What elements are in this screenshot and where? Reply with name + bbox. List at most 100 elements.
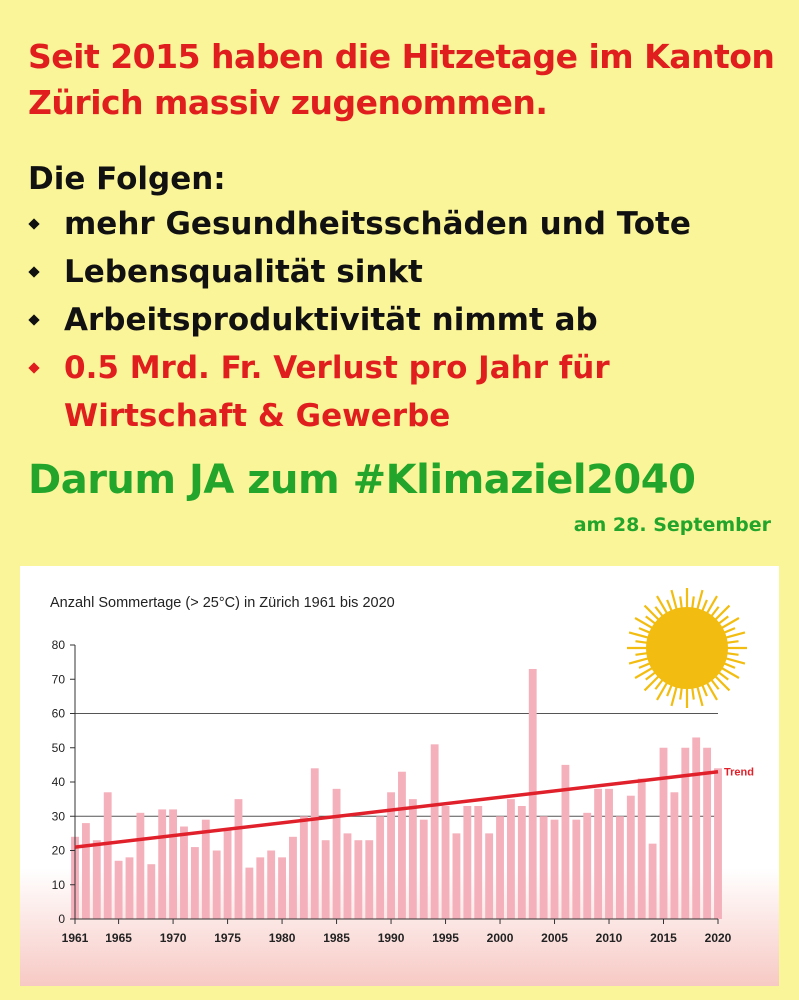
- bar: [278, 857, 286, 919]
- sun-icon: [627, 588, 747, 708]
- bar: [474, 805, 483, 919]
- bar: [332, 788, 341, 919]
- bar: [103, 792, 112, 919]
- chart-panel: Anzahl Sommertage (> 25°C) in Zürich 196…: [20, 566, 779, 986]
- y-tick-label: 10: [52, 878, 66, 892]
- vote-date: am 28. September: [573, 514, 771, 536]
- bar: [626, 795, 635, 919]
- x-tick-label: 1980: [269, 931, 296, 945]
- bar: [365, 840, 374, 919]
- bar: [92, 840, 101, 919]
- bar: [245, 867, 254, 919]
- x-tick-label: 1995: [432, 931, 459, 945]
- sun-ray: [721, 617, 740, 629]
- bar: [550, 819, 559, 919]
- sun-ray: [726, 640, 739, 644]
- bar: [430, 744, 439, 919]
- bar: [408, 799, 417, 919]
- bar: [583, 812, 592, 919]
- y-tick-label: 70: [52, 672, 66, 686]
- sun-ray: [710, 606, 720, 617]
- sun-ray: [666, 599, 673, 612]
- x-tick-label: 1975: [214, 931, 241, 945]
- y-tick-label: 30: [52, 809, 66, 823]
- call-to-action: Darum JA zum #Klimaziel2040: [28, 457, 696, 503]
- sun-ray: [656, 682, 668, 701]
- bar: [517, 805, 526, 919]
- sun-ray: [679, 687, 683, 700]
- bar: [81, 823, 90, 919]
- x-tick-label: 1970: [160, 931, 187, 945]
- bar: [670, 792, 679, 919]
- sun-ray: [628, 631, 649, 639]
- bar: [234, 799, 243, 919]
- y-tick-label: 20: [52, 844, 66, 858]
- sun-ray: [638, 662, 651, 669]
- bar: [299, 816, 308, 919]
- bar: [594, 788, 603, 919]
- bar: [321, 840, 330, 919]
- sun-ray: [701, 599, 708, 612]
- sun-ray: [654, 679, 664, 690]
- sun-ray: [726, 652, 739, 656]
- bar: [289, 836, 297, 919]
- bar: [561, 764, 570, 919]
- x-tick-label: 2020: [705, 931, 732, 945]
- bar: [256, 857, 265, 919]
- sun-ray: [645, 671, 656, 681]
- sun-ray: [670, 589, 678, 610]
- sun-ray: [723, 627, 736, 634]
- x-tick-label: 2000: [487, 931, 514, 945]
- y-axis-ticks: 0 10 20 30 40 50 60 70 80: [52, 638, 75, 926]
- sun-ray: [654, 606, 664, 617]
- bar: [169, 809, 178, 919]
- bar: [681, 747, 690, 919]
- bar: [180, 826, 188, 919]
- chart-bars: [71, 668, 722, 919]
- trend-line: [74, 769, 719, 849]
- x-tick-label: 1961: [62, 931, 89, 945]
- bar: [376, 816, 385, 919]
- sun-ray: [710, 679, 720, 690]
- sun-ray: [714, 604, 731, 621]
- consequence-text: Lebensqualität sinkt: [64, 254, 423, 290]
- bar: [223, 829, 232, 919]
- y-tick-label: 80: [52, 638, 66, 652]
- trend-label: Trend: [724, 767, 754, 779]
- y-tick-label: 60: [52, 707, 66, 721]
- consequence-text: 0.5 Mrd. Fr. Verlust pro Jahr für Wirtsc…: [64, 350, 610, 434]
- sun-ray: [666, 684, 673, 697]
- bar: [485, 833, 494, 919]
- x-tick-label: 2015: [650, 931, 677, 945]
- sun-ray: [701, 684, 708, 697]
- bar: [648, 843, 657, 919]
- consequence-item: Arbeitsproduktivität nimmt ab: [28, 296, 788, 344]
- sun-ray: [643, 604, 660, 621]
- sun-ray: [718, 671, 729, 681]
- bar: [703, 747, 712, 919]
- bar: [267, 850, 276, 919]
- sun-ray: [634, 617, 653, 629]
- consequence-text: Arbeitsproduktivität nimmt ab: [64, 302, 598, 338]
- bar: [387, 792, 395, 919]
- sun-ray: [634, 667, 653, 679]
- bar: [714, 768, 722, 919]
- sun-ray: [696, 589, 704, 610]
- consequence-item: 0.5 Mrd. Fr. Verlust pro Jahr für Wirtsc…: [28, 344, 788, 440]
- sun-ray: [656, 595, 668, 614]
- consequence-item: mehr Gesundheitsschäden und Tote: [28, 200, 788, 248]
- bar: [539, 816, 548, 919]
- bar: [343, 833, 352, 919]
- chart-title: Anzahl Sommertage (> 25°C) in Zürich 196…: [50, 595, 395, 611]
- bar: [507, 799, 515, 919]
- x-tick-label: 1965: [105, 931, 132, 945]
- bar: [452, 833, 461, 919]
- sun-ray: [706, 595, 718, 614]
- diamond-bullet-icon: [28, 218, 40, 230]
- sun-ray: [643, 675, 660, 692]
- bar: [496, 816, 504, 919]
- summer-days-chart: Anzahl Sommertage (> 25°C) in Zürich 196…: [50, 588, 754, 945]
- sun-ray: [721, 667, 740, 679]
- bar: [637, 778, 646, 919]
- sun-ray: [718, 615, 729, 625]
